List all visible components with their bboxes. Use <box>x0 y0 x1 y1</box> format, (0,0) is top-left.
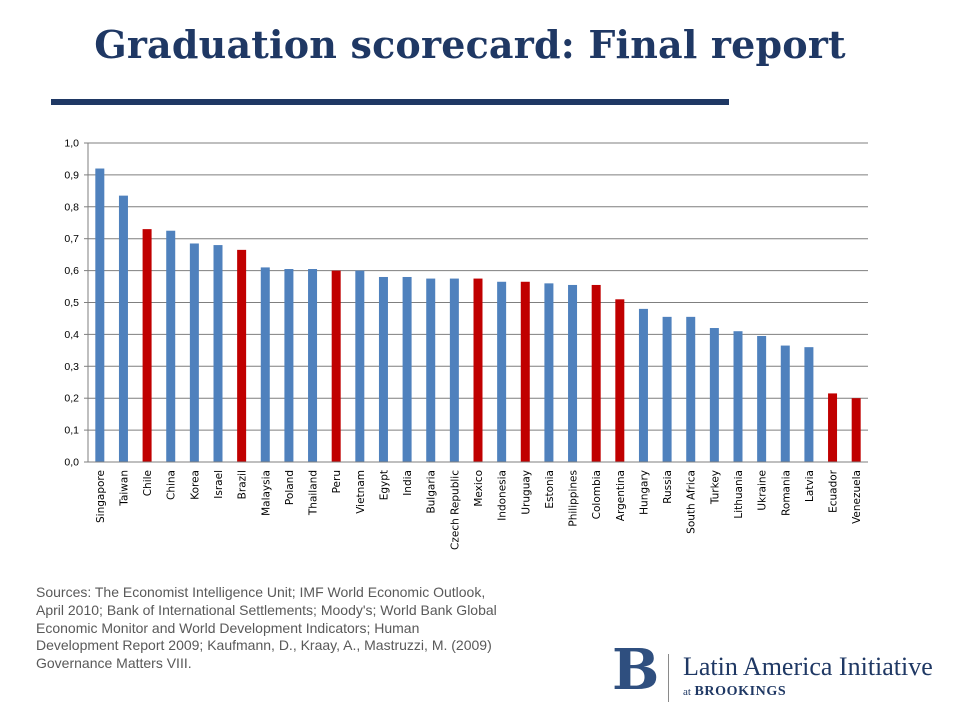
bar-ecuador <box>828 393 838 462</box>
chart-bars <box>95 168 861 462</box>
bar-mexico <box>473 278 483 462</box>
bar-singapore <box>95 168 105 462</box>
x-tick-label: Chile <box>142 470 154 496</box>
x-tick-label: Poland <box>284 470 296 505</box>
bar-uruguay <box>520 281 530 462</box>
bar-philippines <box>568 284 578 462</box>
title-underline <box>51 99 729 105</box>
x-axis-ticks: Singapore Taiwan Chile China Korea Israel Braz… <box>95 469 863 550</box>
x-tick-label: Korea <box>189 470 201 500</box>
x-tick-label: Thailand <box>308 470 320 516</box>
x-tick-label: Philippines <box>568 470 580 527</box>
x-tick-label: India <box>402 470 414 496</box>
bar-latvia <box>804 347 814 462</box>
bar-estonia <box>544 283 554 462</box>
x-tick-label: Brazil <box>237 470 249 499</box>
y-tick-label: 0,5 <box>64 297 79 309</box>
x-tick-label: Estonia <box>544 470 556 509</box>
logo-divider <box>668 654 669 702</box>
logo-at: at <box>683 686 691 698</box>
x-tick-label: Colombia <box>591 470 603 519</box>
x-tick-label: Turkey <box>709 470 721 505</box>
x-tick-label: Argentina <box>615 470 627 521</box>
x-tick-label: Malaysia <box>260 470 272 516</box>
bar-taiwan <box>118 195 128 462</box>
x-tick-label: Lithuania <box>733 470 745 519</box>
bar-russia <box>662 316 672 462</box>
logo-name: Latin America Initiative <box>683 652 933 681</box>
y-tick-label: 0,8 <box>64 201 79 213</box>
y-tick-label: 0,2 <box>64 393 79 405</box>
bar-romania <box>780 345 790 462</box>
y-tick-label: 0,7 <box>64 233 79 245</box>
y-tick-label: 0,6 <box>64 265 79 277</box>
bar-south-africa <box>686 316 696 462</box>
bar-china <box>166 230 176 462</box>
logo-org: BROOKINGS <box>694 684 787 699</box>
y-tick-label: 1,0 <box>64 138 79 150</box>
y-axis-ticks: 0,0 0,1 0,2 0,3 0,4 0,5 0,6 0,7 0,8 0,9 1,0 <box>64 138 79 469</box>
bar-korea <box>189 243 199 462</box>
x-tick-label: Israel <box>213 470 225 499</box>
bar-chile <box>142 229 152 462</box>
x-tick-label: Hungary <box>638 470 650 515</box>
x-tick-label: Egypt <box>378 470 390 500</box>
bar-argentina <box>615 299 625 462</box>
bar-vietnam <box>355 270 365 462</box>
bar-egypt <box>378 276 388 462</box>
x-tick-label: Uruguay <box>520 470 532 515</box>
bar-ukraine <box>757 335 767 462</box>
x-tick-label: Romania <box>780 470 792 516</box>
x-tick-label: China <box>166 470 178 500</box>
bar-poland <box>284 269 294 462</box>
bar-colombia <box>591 284 601 462</box>
x-tick-label: South Africa <box>686 470 698 534</box>
bar-bulgaria <box>426 278 436 462</box>
bar-hungary <box>638 308 648 462</box>
y-tick-label: 0,9 <box>64 169 79 181</box>
x-tick-label: Peru <box>331 470 343 493</box>
x-tick-label: Venezuela <box>851 470 863 524</box>
bar-peru <box>331 270 341 462</box>
x-tick-label: Taiwan <box>118 470 130 507</box>
y-tick-label: 0,4 <box>64 329 79 341</box>
sources-note: Sources: The Economist Intelligence Unit… <box>36 584 497 672</box>
x-tick-label: Mexico <box>473 470 485 507</box>
y-tick-label: 0,0 <box>64 457 79 469</box>
bar-turkey <box>709 328 719 462</box>
bar-israel <box>213 245 223 462</box>
x-tick-label: Russia <box>662 470 674 504</box>
x-tick-label: Singapore <box>95 470 107 523</box>
brookings-logo: B Latin America Initiative at BROOKINGS <box>612 642 952 706</box>
x-tick-label: Ukraine <box>757 470 769 511</box>
bar-thailand <box>308 269 318 462</box>
bar-indonesia <box>497 281 507 462</box>
x-tick-label: Bulgaria <box>426 470 438 514</box>
y-tick-label: 0,3 <box>64 361 79 373</box>
bar-lithuania <box>733 331 743 462</box>
x-tick-label: Latvia <box>804 470 816 502</box>
bar-venezuela <box>851 398 861 462</box>
x-tick-label: Vietnam <box>355 470 367 514</box>
bar-czech-republic <box>449 278 459 462</box>
bar-chart: 0,0 0,1 0,2 0,3 0,4 0,5 0,6 0,7 0,8 0,9 1,0 Singap… <box>64 138 868 550</box>
bar-brazil <box>237 249 247 462</box>
y-tick-label: 0,1 <box>64 425 79 437</box>
x-tick-label: Czech Republic <box>449 470 461 550</box>
bar-india <box>402 276 412 462</box>
logo-mark: B <box>612 637 660 703</box>
bar-malaysia <box>260 267 270 462</box>
slide-title: Graduation scorecard: Final report <box>94 22 846 67</box>
x-tick-label: Ecuador <box>828 469 840 513</box>
logo-subtitle: at BROOKINGS <box>683 684 786 700</box>
x-tick-label: Indonesia <box>497 470 509 521</box>
